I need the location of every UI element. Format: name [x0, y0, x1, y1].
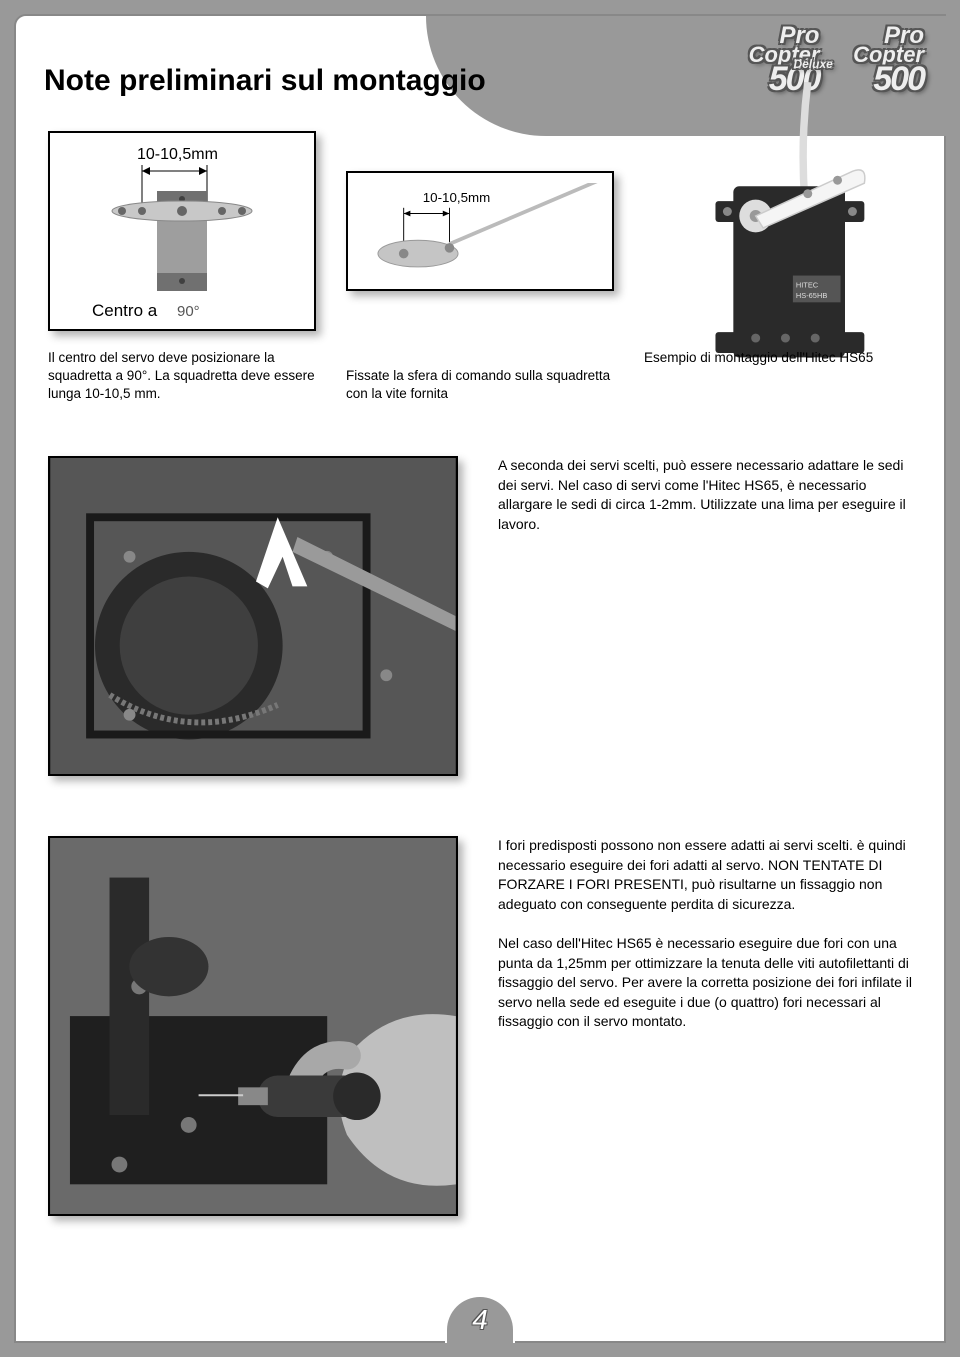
svg-text:HITEC: HITEC	[796, 281, 819, 290]
svg-text:10-10,5mm: 10-10,5mm	[423, 190, 491, 205]
svg-text:HS-65HB: HS-65HB	[796, 291, 827, 300]
figure-3-col: HITEC HS-65HB Esempio di montaggio dell'…	[644, 131, 912, 404]
section-3-p2: Nel caso dell'Hitec HS65 è necessario es…	[498, 934, 912, 1032]
pushrod-diagram: 10-10,5mm	[356, 183, 604, 278]
page: Note preliminari sul montaggio Pro Copte…	[14, 14, 946, 1343]
photo-frame-filing	[48, 456, 458, 776]
logo-deluxe: Deluxe	[793, 57, 832, 71]
section-2-text: A seconda dei servi scelti, può essere n…	[498, 456, 912, 776]
section-3-p1: I fori predisposti possono non essere ad…	[498, 836, 912, 914]
figure-3-caption: Esempio di montaggio dell'Hitec HS65	[644, 349, 912, 367]
section-2-row: A seconda dei servi scelti, può essere n…	[48, 456, 912, 776]
figure-row-1: 10-10,5mm	[48, 131, 912, 404]
svg-text:90°: 90°	[177, 303, 200, 320]
figure-2-caption: Fissate la sfera di comando sulla squadr…	[346, 367, 614, 403]
photo-filing-frame	[50, 458, 456, 774]
page-title: Note preliminari sul montaggio	[44, 64, 486, 98]
page-number-badge: 4	[445, 1295, 515, 1343]
dim-label: 10-10,5mm	[137, 146, 218, 163]
servo-arm-diagram: 10-10,5mm	[58, 141, 306, 321]
figure-3-box: HITEC HS-65HB	[644, 131, 912, 331]
photo-frame-drilling	[48, 836, 458, 1216]
svg-text:Centro a: Centro a	[92, 301, 158, 320]
section-3-text: I fori predisposti possono non essere ad…	[498, 836, 912, 1216]
figure-2-col: 10-10,5mm Fissate la sfera di comando su…	[346, 131, 614, 404]
servo-photo-illustration: HITEC HS-65HB	[644, 82, 912, 380]
page-number: 4	[472, 1304, 488, 1336]
figure-2-box: 10-10,5mm	[346, 171, 614, 291]
section-3-row: I fori predisposti possono non essere ad…	[48, 836, 912, 1216]
figure-1-box: 10-10,5mm	[48, 131, 316, 331]
figure-1-caption: Il centro del servo deve posizionare la …	[48, 349, 316, 404]
photo-drilling	[50, 838, 456, 1214]
figure-1-col: 10-10,5mm	[48, 131, 316, 404]
